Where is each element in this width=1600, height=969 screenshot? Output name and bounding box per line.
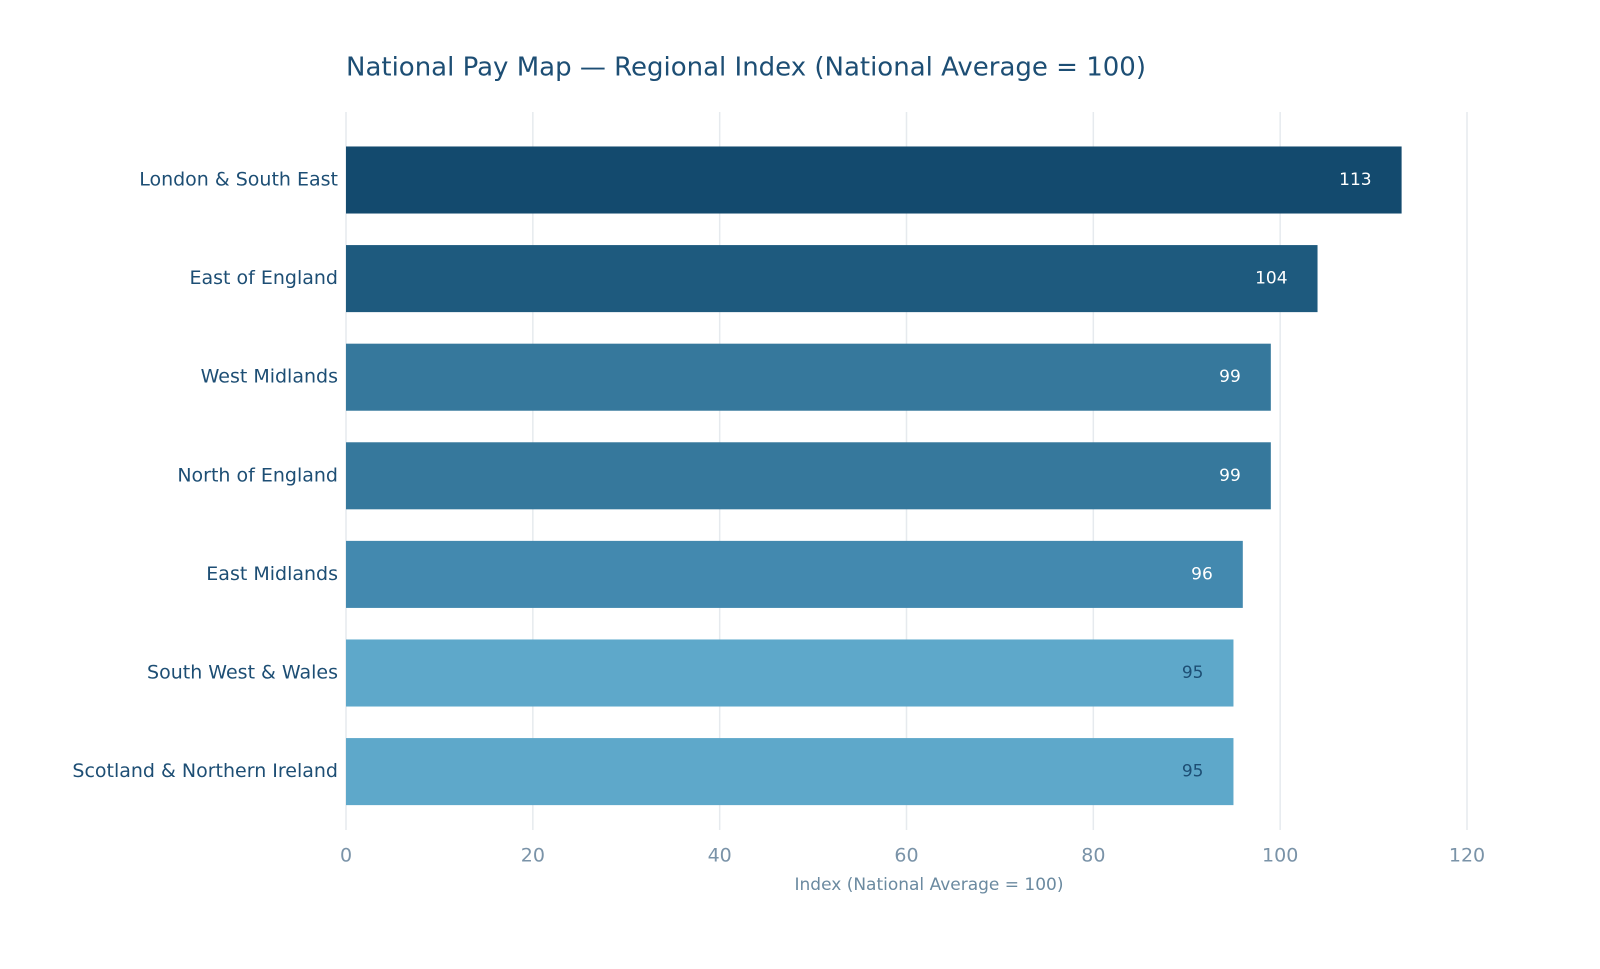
x-tick-label: 60	[894, 845, 918, 867]
bar	[346, 639, 1234, 707]
value-label: 95	[1182, 762, 1204, 782]
y-tick-label: North of England	[177, 464, 338, 486]
value-label: 104	[1255, 269, 1287, 289]
y-tick-label: West Midlands	[201, 366, 338, 388]
bar	[346, 146, 1402, 214]
bar	[346, 245, 1318, 313]
y-tick-label: East of England	[189, 267, 338, 289]
value-label: 96	[1191, 564, 1213, 584]
bar	[346, 540, 1243, 608]
y-tick-label: London & South East	[139, 169, 338, 191]
x-tick-label: 100	[1262, 845, 1298, 867]
x-tick-label: 20	[521, 845, 545, 867]
y-tick-label: South West & Wales	[147, 662, 338, 684]
x-tick-label: 80	[1081, 845, 1105, 867]
value-label: 99	[1219, 466, 1241, 486]
bar	[346, 738, 1234, 806]
x-tick-label: 40	[708, 845, 732, 867]
y-tick-label: East Midlands	[206, 563, 338, 585]
y-tick-label: Scotland & Northern Ireland	[72, 760, 338, 782]
value-label: 113	[1339, 170, 1371, 190]
bar	[346, 442, 1271, 510]
chart-title: National Pay Map — Regional Index (Natio…	[346, 53, 1146, 83]
x-tick-label: 0	[340, 845, 352, 867]
value-label: 95	[1182, 663, 1204, 683]
x-tick-label: 120	[1449, 845, 1485, 867]
bar	[346, 343, 1271, 411]
x-axis-label: Index (National Average = 100)	[794, 875, 1063, 895]
value-label: 99	[1219, 367, 1241, 387]
